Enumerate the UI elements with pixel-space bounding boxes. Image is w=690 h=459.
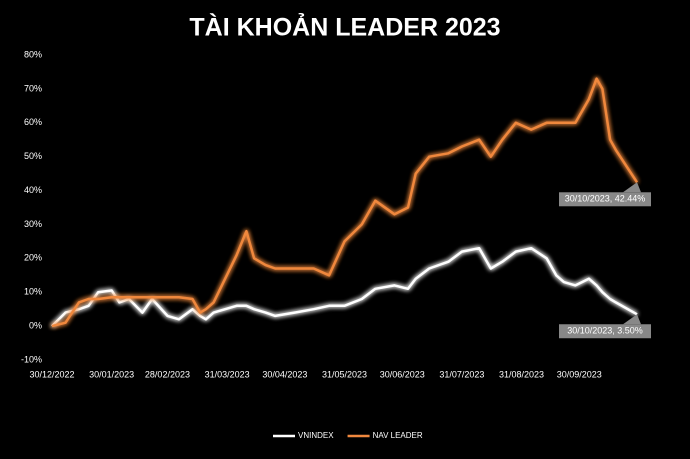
x-tick-label: 31/03/2023	[205, 369, 250, 379]
data-label: 30/10/2023, 42.44%	[565, 194, 646, 204]
x-tick-label: 30/01/2023	[89, 369, 134, 379]
x-tick-label: 31/05/2023	[322, 369, 367, 379]
x-tick-label: 30/09/2023	[557, 369, 602, 379]
label-pointer	[623, 314, 641, 325]
y-tick-label: 0%	[29, 320, 42, 330]
x-tick-label: 31/08/2023	[499, 369, 544, 379]
y-tick-label: 30%	[24, 219, 42, 229]
x-tick-label: 30/06/2023	[380, 369, 425, 379]
x-tick-label: 31/07/2023	[439, 369, 484, 379]
y-tick-label: 40%	[24, 185, 42, 195]
data-label: 30/10/2023, 3.50%	[567, 326, 643, 336]
legend-label: NAV LEADER	[373, 431, 423, 440]
series-line	[51, 77, 639, 328]
series-line	[51, 246, 638, 327]
y-tick-label: 10%	[24, 287, 42, 297]
y-tick-label: 70%	[24, 83, 42, 93]
x-tick-label: 30/04/2023	[262, 369, 307, 379]
x-tick-label: 28/02/2023	[145, 369, 190, 379]
y-tick-label: -10%	[21, 354, 42, 364]
x-tick-label: 30/12/2022	[29, 369, 74, 379]
y-tick-label: 80%	[24, 49, 42, 59]
y-tick-label: 60%	[24, 117, 42, 127]
label-box	[559, 324, 651, 339]
label-box	[559, 192, 651, 207]
legend-label: VNINDEX	[298, 431, 334, 440]
label-pointer	[623, 182, 641, 193]
y-tick-label: 20%	[24, 253, 42, 263]
y-tick-label: 50%	[24, 151, 42, 161]
chart-title: TÀI KHOẢN LEADER 2023	[189, 12, 500, 42]
